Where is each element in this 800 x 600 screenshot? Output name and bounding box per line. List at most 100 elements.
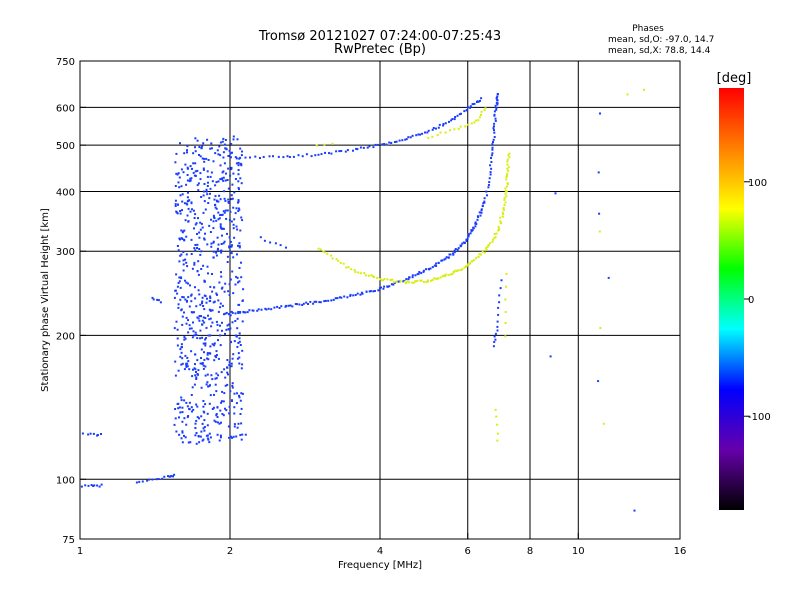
data-point [204, 344, 207, 347]
data-point [272, 155, 274, 158]
colorbar-tick-label: 0 [748, 295, 754, 306]
data-point [195, 376, 198, 379]
data-point [178, 416, 180, 419]
data-point [189, 179, 192, 182]
data-point [205, 337, 207, 340]
data-point [338, 296, 341, 299]
x-tick-label: 1 [77, 546, 83, 557]
data-point [211, 321, 214, 324]
data-point [207, 334, 210, 337]
data-point [488, 181, 491, 184]
data-point [307, 303, 309, 305]
data-point [401, 139, 404, 142]
data-point [230, 166, 233, 169]
data-point [230, 252, 233, 255]
data-point [228, 236, 231, 239]
data-point [234, 212, 237, 215]
data-point [194, 353, 197, 356]
data-point [297, 154, 300, 157]
data-point [215, 377, 218, 380]
data-point [393, 141, 396, 143]
data-point [449, 273, 452, 276]
data-point [340, 296, 343, 299]
data-point [217, 218, 220, 221]
data-point [241, 433, 244, 436]
data-point [507, 166, 510, 169]
data-point [476, 100, 479, 103]
data-point [437, 126, 440, 129]
data-point [210, 142, 213, 145]
data-point [216, 149, 219, 152]
data-point [498, 301, 501, 304]
data-point [217, 357, 220, 360]
data-point [504, 189, 507, 192]
data-point [183, 338, 186, 341]
data-point [412, 281, 415, 284]
data-point [506, 172, 509, 175]
data-point [485, 247, 487, 250]
data-point [216, 293, 218, 296]
data-point [467, 106, 469, 109]
data-point [175, 430, 178, 433]
data-point [428, 268, 431, 271]
data-point [201, 300, 204, 303]
data-point [177, 407, 180, 410]
data-point [471, 229, 474, 232]
data-point [216, 323, 219, 326]
data-point [178, 276, 181, 279]
data-point [457, 269, 460, 272]
data-point [483, 251, 486, 254]
data-point [493, 110, 496, 113]
data-point [205, 434, 208, 437]
data-point [411, 281, 414, 284]
data-point [377, 289, 380, 292]
data-point [237, 200, 240, 203]
data-point [462, 241, 465, 244]
data-point [274, 242, 277, 245]
data-point [192, 152, 195, 155]
data-point [237, 201, 239, 204]
data-point [233, 412, 236, 415]
data-point [418, 271, 421, 273]
data-point [499, 216, 502, 219]
data-point [208, 432, 211, 435]
data-point [190, 201, 193, 204]
data-point [232, 292, 235, 295]
data-point [87, 484, 90, 487]
data-point [445, 256, 448, 259]
data-point [466, 123, 469, 126]
data-point [471, 103, 474, 106]
data-point [194, 146, 196, 149]
data-point [227, 198, 230, 201]
data-point [213, 216, 215, 219]
data-point [599, 327, 602, 329]
data-point [221, 390, 224, 393]
data-point [506, 174, 508, 177]
data-point [84, 484, 87, 487]
data-point [500, 221, 503, 224]
data-point [279, 244, 282, 247]
data-point [237, 244, 239, 247]
data-point [496, 432, 499, 435]
data-point [376, 143, 379, 146]
data-point [476, 215, 479, 218]
data-point [185, 401, 188, 404]
data-point [203, 238, 206, 241]
data-point [240, 154, 243, 157]
data-point [180, 168, 183, 171]
data-point [179, 348, 182, 351]
data-point [228, 364, 231, 367]
data-point [203, 419, 206, 422]
data-point [185, 261, 188, 264]
data-point [180, 185, 183, 188]
data-point [189, 210, 192, 213]
data-point [199, 178, 202, 181]
data-point [206, 353, 209, 356]
data-point [201, 439, 204, 442]
data-point [194, 150, 197, 153]
data-point [477, 255, 480, 258]
data-point [219, 141, 222, 144]
data-point [422, 281, 425, 283]
data-point [199, 337, 202, 340]
data-point [364, 274, 367, 277]
